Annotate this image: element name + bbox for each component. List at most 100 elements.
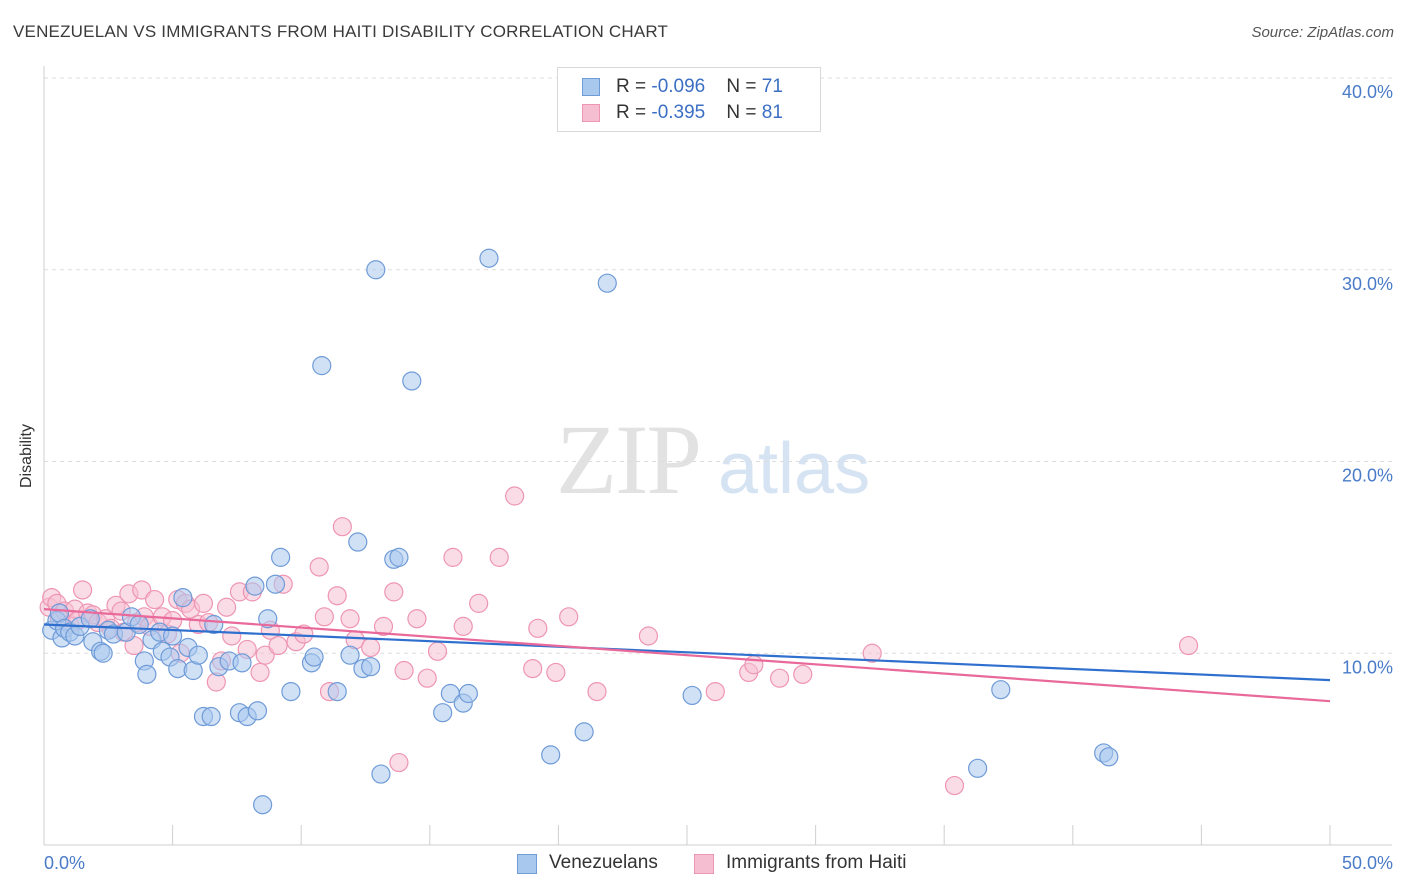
haiti-point [332,517,352,537]
legend-label: Immigrants from Haiti [726,852,907,873]
venezuelan-point [327,681,347,702]
gridlines [44,77,1392,654]
haiti-point [523,658,543,679]
x-tick-label: 0.0% [44,853,85,873]
n-label: N = [726,102,762,123]
haiti-point [638,626,659,646]
haiti-point [489,547,509,567]
venezuelan-point [129,614,149,635]
venezuelan-point [433,703,453,723]
haiti-swatch [694,854,714,874]
haiti-point [361,637,381,658]
venezuelan-point [312,356,332,376]
venezuelan-point [479,248,499,268]
haiti-point [72,580,93,600]
venezuelans-swatch [582,78,600,96]
venezuelan-point [991,680,1011,700]
haiti-point [587,681,607,702]
venezuelan-point [574,722,594,742]
tick-labels: 10.0% 20.0% 30.0% 40.0% 0.0% 50.0% [44,82,1393,873]
haiti-point [394,660,414,681]
venezuelan-point [348,532,368,552]
y-tick-label: 10.0% [1342,657,1393,677]
venezuelan-point [188,645,208,665]
venezuelan-point [93,643,113,663]
venezuelan-point [247,701,268,721]
haiti-point [769,668,790,688]
haiti-points [39,486,1199,796]
y-tick-label: 40.0% [1342,82,1393,102]
venezuelan-point [201,706,221,727]
r-label: R = [616,102,652,123]
haiti-point [222,626,242,646]
haiti-point [417,668,437,688]
haiti-point [505,486,525,506]
venezuelan-point [597,273,617,293]
haiti-point [193,593,214,613]
y-tick-label: 30.0% [1342,274,1393,294]
venezuelan-point [137,664,157,684]
haiti-point [528,618,548,638]
venezuelan-point [173,588,193,608]
venezuelan-point [389,547,409,567]
haiti-point [217,597,237,617]
trend-lines [43,608,1331,703]
haiti-point [559,607,579,627]
watermark-atlas: atlas [718,429,871,509]
n-value: 81 [761,102,783,123]
venezuelan-point [304,647,324,667]
venezuelan-point [402,371,422,391]
haiti-point [314,607,334,627]
y-tick-label: 20.0% [1342,466,1393,486]
venezuelan-point [258,609,278,629]
venezuelan-point [1099,747,1119,767]
haiti-point [944,775,965,796]
haiti-point [268,635,288,656]
venezuelan-point [361,657,381,677]
haiti-point [705,681,725,702]
venezuelan-point [458,683,478,704]
x-tick-label: 50.0% [1342,853,1393,873]
haiti-point [862,643,882,663]
venezuelan-points [42,248,1119,815]
venezuelan-point [232,653,252,673]
n-label: N = [726,76,762,97]
haiti-point [469,593,489,613]
venezuelan-point [253,795,273,815]
haiti-point [309,557,329,577]
haiti-trend-line [43,608,1331,703]
chart-title: VENEZUELAN VS IMMIGRANTS FROM HAITI DISA… [13,22,669,41]
stats-legend: R = -0.096 N = 71 R = -0.395 N = 81 [557,67,821,132]
haiti-point [384,582,404,602]
haiti-point [389,752,409,773]
venezuelan-point [281,681,301,702]
n-value: 71 [761,76,783,97]
venezuelan-point [245,576,265,596]
venezuelan-point [265,574,286,594]
haiti-point [546,662,566,683]
haiti-point [427,641,448,661]
venezuelan-point [271,547,291,567]
venezuelan-trend-line [43,623,1331,682]
haiti-point [340,609,360,629]
r-value: -0.395 [651,102,706,123]
venezuelans-swatch [517,854,537,874]
haiti-point [443,547,463,567]
venezuelan-point [968,758,988,778]
watermark-zip: ZIP [556,404,702,515]
venezuelan-point [366,260,386,280]
venezuelan-point [340,645,360,665]
axes [43,66,1392,846]
legend-label: Venezuelans [549,852,658,873]
haiti-point [407,609,427,629]
r-label: R = [616,76,652,97]
haiti-point [250,662,270,683]
haiti-point [144,589,165,610]
haiti-point [255,645,275,665]
venezuelan-point [541,745,561,765]
venezuelan-point [163,626,183,646]
source-label: Source: ZipAtlas.com [1251,24,1394,41]
haiti-point [327,586,347,606]
haiti-point [453,616,473,637]
